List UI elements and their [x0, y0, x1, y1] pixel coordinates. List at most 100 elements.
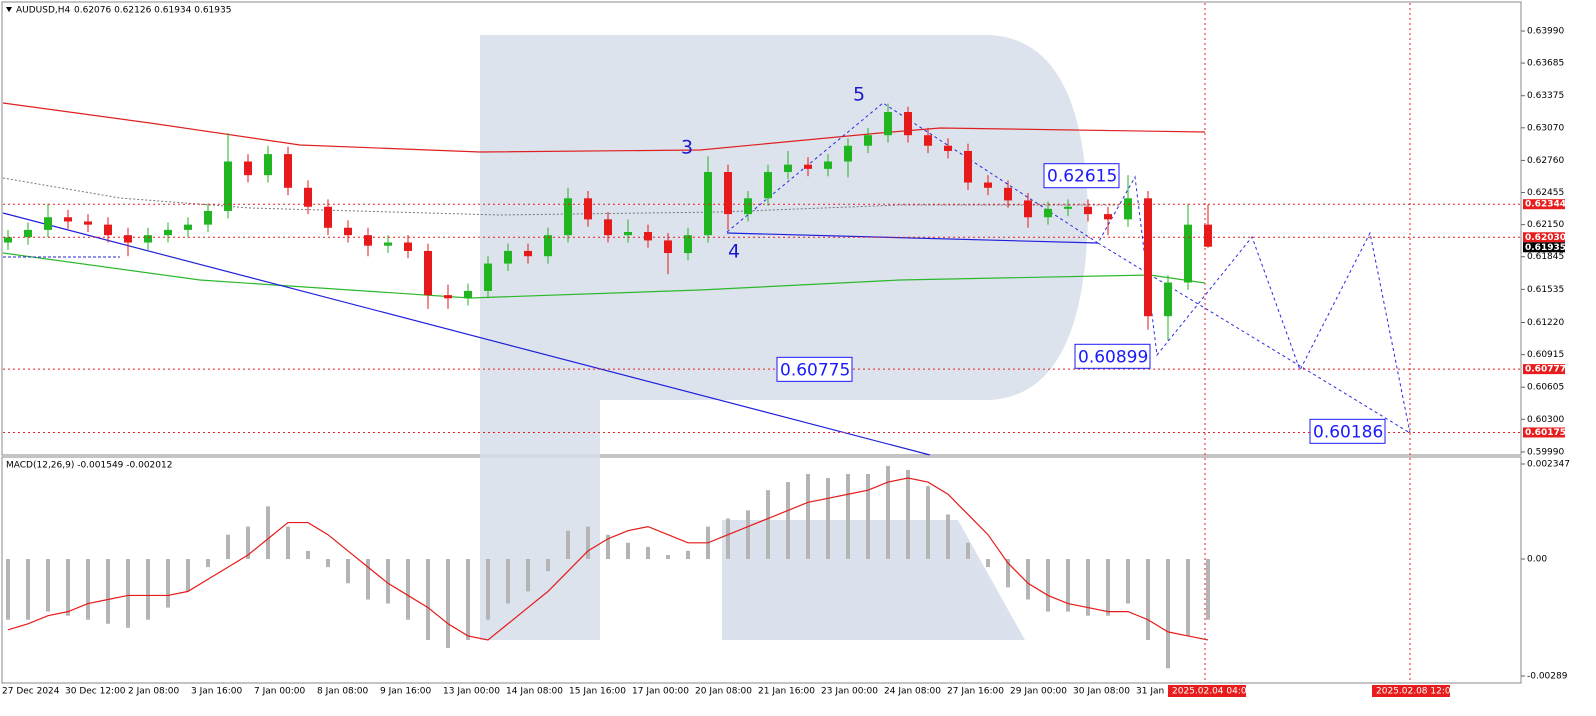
candle-body — [164, 229, 172, 236]
candle-body — [784, 164, 792, 173]
price-tag — [1523, 427, 1565, 438]
macd-bar — [126, 559, 130, 628]
macd-bar — [1146, 559, 1150, 640]
x-tick-label: 27 Jan 16:00 — [947, 687, 1004, 697]
candle-body — [584, 198, 592, 220]
candle-body — [904, 112, 912, 136]
candle-body — [504, 250, 512, 264]
annotation-box — [1043, 163, 1120, 189]
candle-body — [684, 235, 692, 254]
price-tag — [1523, 364, 1565, 375]
candle-body — [304, 187, 312, 207]
macd-bar — [286, 526, 290, 560]
candle-body — [424, 250, 432, 296]
macd-bar — [1046, 559, 1050, 612]
macd-bar — [846, 473, 850, 560]
macd-bar — [526, 559, 530, 592]
macd-bar — [106, 559, 110, 624]
y-tick-label: 0.63685 — [1527, 59, 1564, 69]
annotation: 0.62615 — [1047, 167, 1117, 187]
x-tick-label: 7 Jan 00:00 — [254, 687, 306, 697]
candle-body — [404, 242, 412, 251]
macd-bar — [406, 559, 410, 620]
trend-line — [726, 232, 1099, 244]
wave-label: 3 — [681, 137, 693, 159]
candle-body — [664, 240, 672, 254]
macd-bar — [486, 559, 490, 620]
macd-bar — [666, 554, 670, 560]
macd-bar — [6, 559, 10, 620]
y-tick-label: 0.63990 — [1527, 26, 1564, 36]
macd-bar — [326, 559, 330, 568]
annotation: 0.60775 — [780, 360, 850, 380]
macd-bar — [86, 559, 90, 620]
signal-line — [7, 477, 1209, 641]
candle-body — [4, 237, 12, 243]
macd-frame — [1, 456, 1522, 684]
macd-bar — [346, 559, 350, 584]
candle-body — [1204, 224, 1212, 247]
macd-bar — [886, 465, 890, 560]
wave-label: 4 — [728, 241, 740, 263]
macd-bar — [546, 559, 550, 572]
cursor-label-box — [1168, 685, 1246, 697]
candle-body — [24, 229, 32, 238]
candle-body — [824, 161, 832, 169]
macd-bar — [1106, 559, 1110, 616]
macd-bar — [866, 473, 870, 560]
macd-bar — [926, 486, 930, 560]
macd-bar — [1206, 559, 1210, 620]
macd-bar — [386, 559, 390, 604]
y-tick-label: 0.61845 — [1527, 252, 1564, 262]
x-tick-label: 14 Jan 08:00 — [506, 687, 563, 697]
macd-bar — [246, 526, 250, 560]
watermark-r — [480, 35, 1088, 640]
y-tick-label: 0.61220 — [1527, 318, 1564, 328]
macd-bar — [186, 559, 190, 592]
y-tick-label: -0.00289 — [1527, 671, 1568, 681]
trend-line — [2, 212, 931, 456]
y-tick-label: 0.00 — [1527, 555, 1547, 565]
cursor-label: 2025.02.04 04:00 — [1172, 687, 1253, 697]
cursor-label-box — [1372, 685, 1450, 697]
macd-bar — [146, 559, 150, 620]
menu-icon[interactable] — [6, 7, 12, 12]
watermark — [480, 35, 1088, 640]
candle-body — [84, 221, 92, 225]
candle-body — [1004, 187, 1012, 201]
macd-bar — [1086, 559, 1090, 616]
y-tick-label: 0.60915 — [1527, 350, 1564, 360]
candle-body — [1144, 198, 1152, 317]
price-tag-label: 0.61935 — [1525, 243, 1566, 253]
macd-bar — [506, 559, 510, 604]
price-tag — [1523, 242, 1565, 253]
candle-body — [1024, 200, 1032, 218]
macd-bar — [686, 550, 690, 560]
macd-title: MACD(12,26,9) -0.001549 -0.002012 — [6, 461, 172, 471]
x-tick-label: 2 Jan 08:00 — [128, 687, 180, 697]
macd-bar — [1126, 559, 1130, 604]
candle-body — [984, 182, 992, 188]
y-tick-label: 0.60605 — [1527, 383, 1564, 393]
macd-bar — [226, 534, 230, 560]
y-tick-label: 0.002347 — [1527, 459, 1570, 469]
x-tick-label: 9 Jan 16:00 — [380, 687, 432, 697]
macd-bar — [946, 514, 950, 560]
macd-bar — [66, 559, 70, 616]
candle-body — [284, 154, 292, 188]
annotation: 0.60899 — [1078, 347, 1148, 367]
candle-body — [1164, 282, 1172, 317]
annotation-box — [776, 356, 853, 382]
annotation-box — [1309, 418, 1386, 444]
main-frame — [1, 1, 1522, 456]
macd-bar — [46, 559, 50, 612]
candle-body — [564, 198, 572, 236]
candle-body — [264, 154, 272, 176]
candle-body — [1184, 224, 1192, 283]
x-tick-label: 31 Jan — [1136, 687, 1164, 697]
x-tick-label: 20 Jan 08:00 — [695, 687, 752, 697]
macd-bar — [1186, 559, 1190, 636]
candle-body — [744, 198, 752, 215]
candle-body — [124, 235, 132, 243]
